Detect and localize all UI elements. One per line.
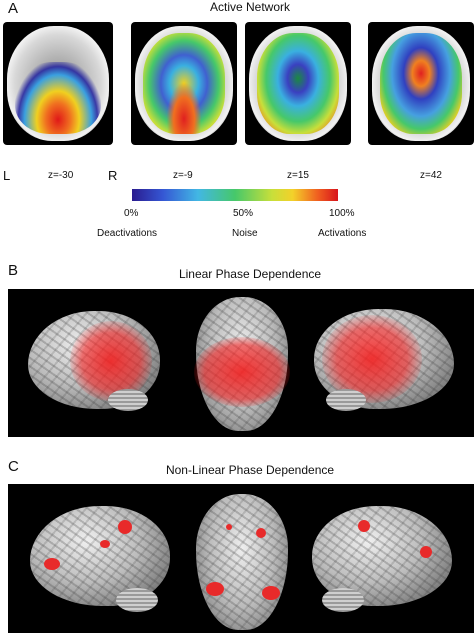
right-label: R (108, 168, 118, 183)
colorbar-label-deactivations: Deactivations (97, 228, 158, 239)
brain-slice-z15 (245, 22, 351, 145)
brain-top-view-c (196, 494, 288, 630)
brain-slice-z42 (368, 22, 474, 145)
slice-label-4: z=42 (420, 170, 442, 181)
slice-label-1: z=-30 (48, 170, 74, 181)
panel-a-title: Active Network (209, 0, 291, 14)
linear-brain-panel (8, 289, 474, 437)
panel-a-letter: A (8, 0, 19, 17)
nonlinear-brain-panel (8, 484, 474, 633)
panel-b-title: Linear Phase Dependence (178, 267, 322, 281)
colorbar-label-activations: Activations (318, 228, 367, 239)
colorbar-tick-50: 50% (233, 208, 254, 219)
brain-top-view (194, 297, 290, 431)
slice-label-2: z=-9 (173, 170, 193, 181)
panel-c-title: Non-Linear Phase Dependence (165, 463, 335, 477)
brain-left-lateral-c (30, 506, 170, 606)
brain-slice-z-9 (131, 22, 237, 145)
brain-slice-z-30 (3, 22, 113, 145)
slice-label-3: z=15 (287, 170, 309, 181)
panel-c-letter: C (8, 458, 19, 475)
brain-left-lateral (28, 311, 160, 409)
colorbar-label-noise: Noise (232, 228, 258, 239)
panel-b-letter: B (8, 262, 19, 279)
colorbar-tick-100: 100% (329, 208, 355, 219)
colorbar-tick-0: 0% (124, 208, 139, 219)
colorbar (132, 189, 338, 201)
left-label: L (3, 168, 11, 183)
